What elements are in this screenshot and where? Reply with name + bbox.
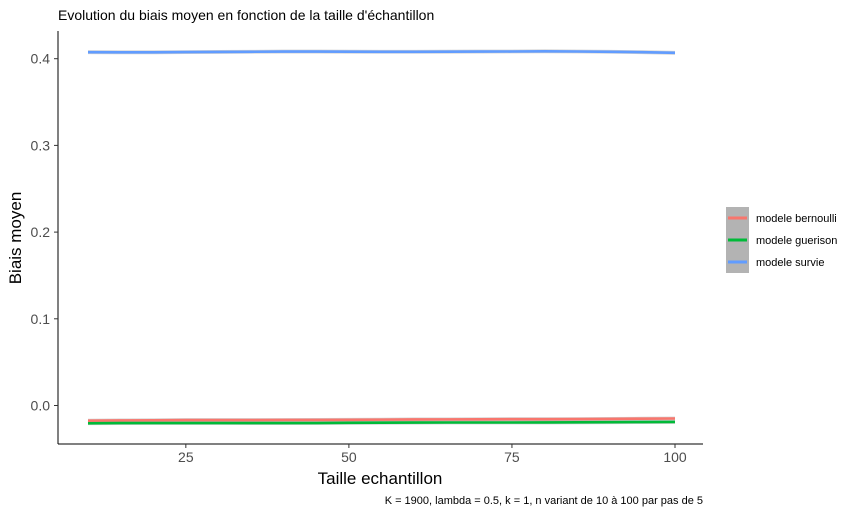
x-tick-label: 75: [504, 449, 520, 465]
legend: modele bernoulli modele guerison modele su…: [726, 207, 837, 273]
legend-label: modele bernoulli: [756, 213, 837, 225]
series-line: [87, 50, 676, 55]
chart-caption: K = 1900, lambda = 0.5, k = 1, n variant…: [385, 495, 703, 507]
y-tick-label: 0.3: [31, 137, 51, 153]
confidence-bands: [88, 49, 675, 426]
legend-label: modele survie: [756, 257, 824, 269]
y-axis-title: Biais moyen: [6, 192, 25, 285]
series-line: [87, 417, 676, 422]
legend-label: modele guerison: [756, 235, 837, 247]
series-line: [87, 420, 676, 425]
y-tick-label: 0.0: [31, 398, 51, 414]
chart-title: Evolution du biais moyen en fonction de …: [58, 7, 434, 23]
x-axis-title: Taille echantillon: [318, 469, 443, 488]
x-tick-label: 100: [663, 449, 687, 465]
plot-area: [87, 49, 676, 426]
y-tick-label: 0.2: [31, 224, 51, 240]
y-axis-ticks: 0.0 0.1 0.2 0.3 0.4: [31, 51, 58, 414]
y-tick-label: 0.4: [31, 51, 51, 67]
series-lines: [87, 50, 676, 425]
x-tick-label: 50: [341, 449, 357, 465]
y-tick-label: 0.1: [31, 311, 51, 327]
x-tick-label: 25: [178, 449, 194, 465]
x-axis-ticks: 25 50 75 100: [178, 444, 687, 465]
